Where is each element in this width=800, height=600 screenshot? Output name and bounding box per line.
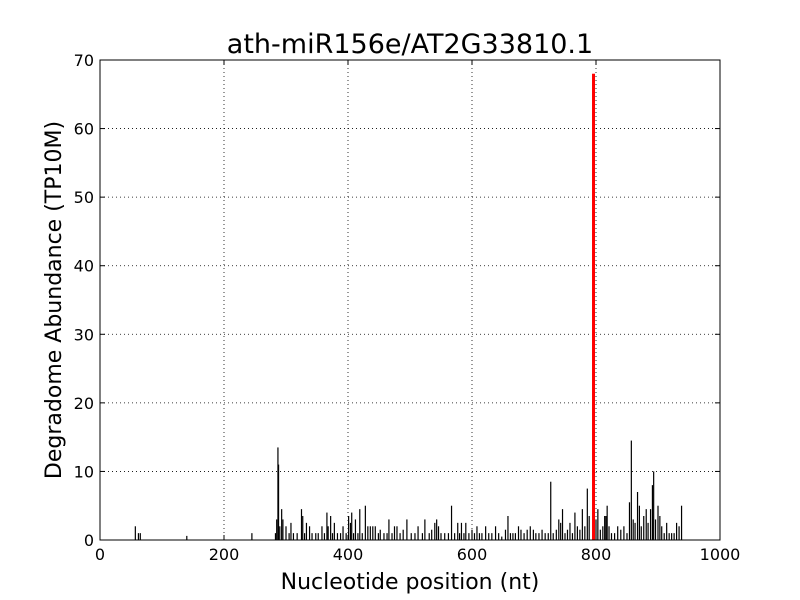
y-tick-label: 60	[74, 120, 94, 139]
y-tick-label: 20	[74, 394, 94, 413]
x-tick-label: 800	[581, 545, 612, 564]
axis-ticks	[99, 59, 721, 541]
x-tick-label: 1000	[700, 545, 741, 564]
y-tick-label: 30	[74, 325, 94, 344]
chart-title: ath-miR156e/AT2G33810.1	[227, 29, 593, 60]
y-tick-label: 10	[74, 462, 94, 481]
target-bar	[592, 73, 596, 540]
y-tick-label: 40	[74, 257, 94, 276]
y-tick-label: 70	[74, 51, 94, 70]
grid-lines	[100, 60, 720, 540]
y-axis-label: Degradome Abundance (TP10M)	[42, 121, 67, 479]
y-tick-label: 0	[84, 531, 94, 550]
x-axis-label: Nucleotide position (nt)	[281, 570, 540, 595]
tick-labels: 0 200 400 600 800 1000 0 10 20 30 40 50 60 70	[74, 51, 741, 564]
x-tick-label: 0	[95, 545, 105, 564]
x-tick-label: 400	[333, 545, 364, 564]
x-tick-label: 200	[209, 545, 240, 564]
x-tick-label: 600	[457, 545, 488, 564]
bars	[134, 73, 683, 540]
plot-frame	[99, 59, 721, 541]
y-tick-label: 50	[74, 188, 94, 207]
